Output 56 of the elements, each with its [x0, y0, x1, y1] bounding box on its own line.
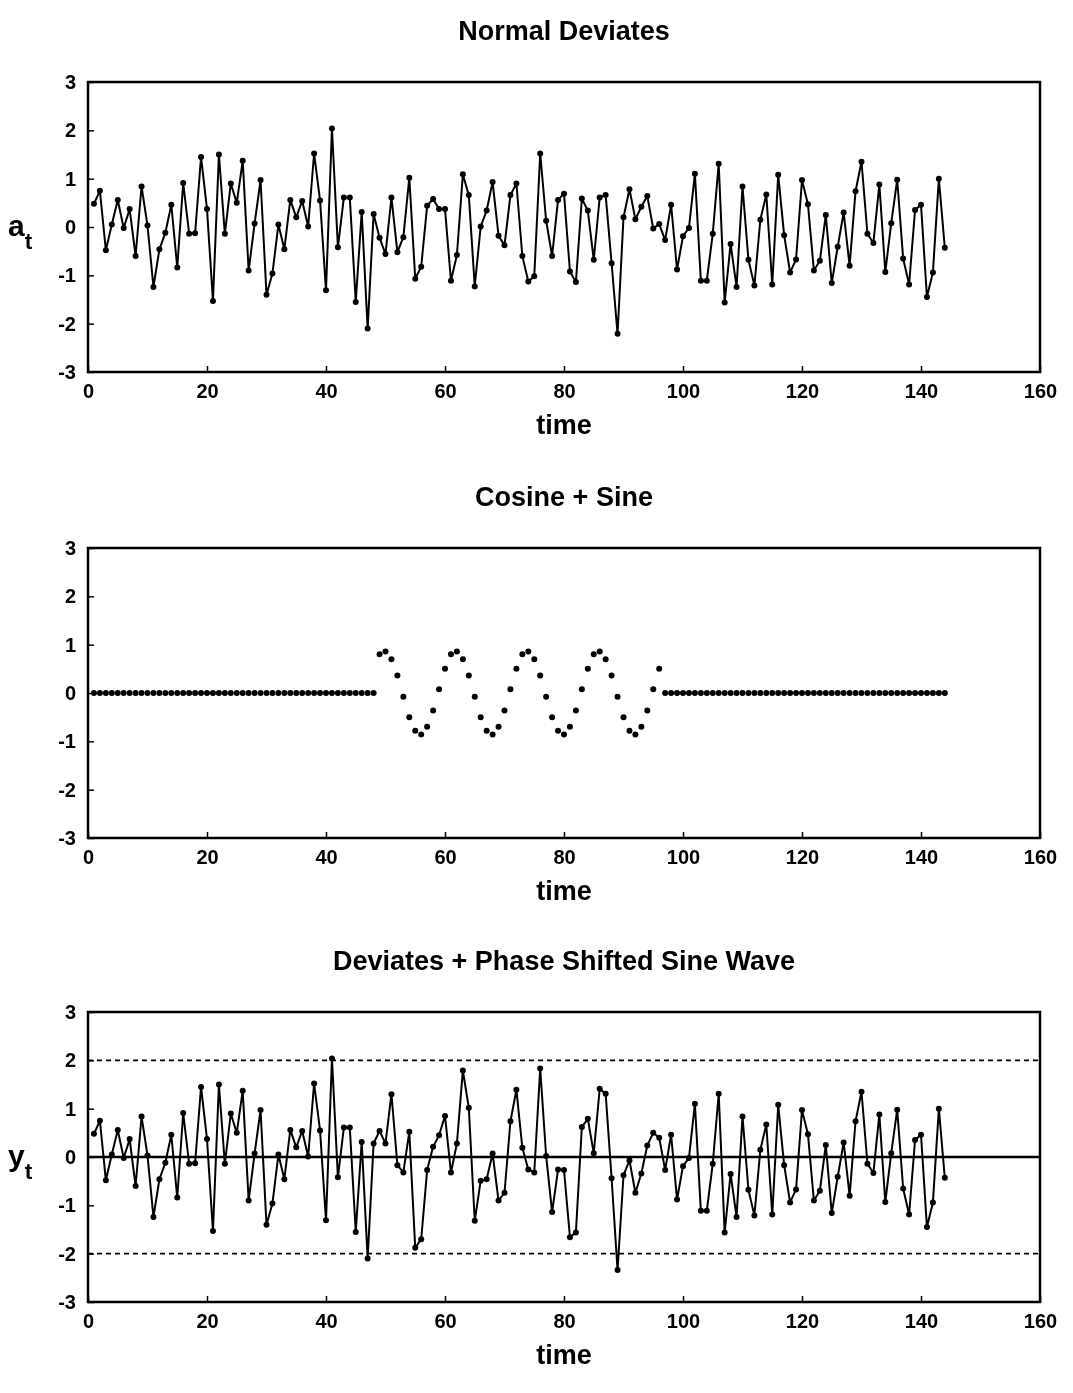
x-axis-title: time [536, 876, 592, 906]
y-tick-label: -1 [58, 730, 76, 753]
y-tick-label: 0 [64, 681, 76, 704]
chart-title: Normal Deviates [458, 16, 670, 46]
y-tick-label: 3 [64, 1000, 76, 1023]
x-tick-label: 120 [785, 846, 820, 869]
y-tick-label: -2 [58, 1242, 76, 1265]
x-tick-label: 40 [315, 846, 338, 869]
x-tick-label: 0 [82, 846, 95, 869]
x-tick-label: 20 [196, 380, 219, 403]
x-tick-label: 160 [1023, 1310, 1058, 1333]
x-axis-title: time [536, 1340, 592, 1370]
x-tick-label: 120 [785, 380, 820, 403]
y-tick-label: -1 [58, 1194, 76, 1217]
chart-title: Cosine + Sine [475, 482, 653, 512]
y-tick-label: 1 [64, 633, 76, 656]
x-tick-label: 100 [666, 1310, 701, 1333]
y-tick-label: -3 [58, 826, 76, 849]
y-axis-title: y$_{t}$ [8, 1139, 33, 1184]
x-tick-label: 60 [434, 846, 457, 869]
x-tick-label: 100 [666, 380, 701, 403]
x-tick-label: 20 [196, 1310, 219, 1333]
y-tick-label: 1 [64, 1097, 76, 1120]
y-tick-label: -3 [58, 1290, 76, 1313]
x-tick-label: 0 [82, 380, 95, 403]
x-tick-label: 140 [904, 846, 939, 869]
x-tick-label: 80 [553, 380, 576, 403]
x-tick-label: 0 [82, 1310, 95, 1333]
y-tick-label: -2 [58, 312, 76, 335]
x-tick-label: 40 [315, 380, 338, 403]
y-tick-label: 2 [64, 585, 76, 608]
y-tick-label: -2 [58, 778, 76, 801]
y-tick-label: 0 [64, 215, 76, 238]
y-axis-title: a$_{t}$ [8, 209, 33, 254]
x-tick-label: 160 [1023, 846, 1058, 869]
y-tick-label: 2 [64, 119, 76, 142]
x-tick-label: 120 [785, 1310, 820, 1333]
x-tick-label: 140 [904, 380, 939, 403]
y-tick-label: 2 [64, 1049, 76, 1072]
y-tick-label: -1 [58, 264, 76, 287]
x-tick-label: 60 [434, 380, 457, 403]
y-tick-label: 0 [64, 1145, 76, 1168]
x-tick-label: 160 [1023, 380, 1058, 403]
x-tick-label: 20 [196, 846, 219, 869]
x-tick-label: 40 [315, 1310, 338, 1333]
chart-title: Deviates + Phase Shifted Sine Wave [333, 946, 795, 976]
x-tick-label: 140 [904, 1310, 939, 1333]
x-tick-label: 80 [553, 1310, 576, 1333]
y-tick-label: -3 [58, 360, 76, 383]
x-tick-label: 60 [434, 1310, 457, 1333]
x-tick-label: 100 [666, 846, 701, 869]
y-tick-label: 3 [64, 536, 76, 559]
x-tick-label: 80 [553, 846, 576, 869]
y-tick-label: 3 [64, 70, 76, 93]
x-axis-title: time [536, 410, 592, 440]
y-tick-label: 1 [64, 167, 76, 190]
